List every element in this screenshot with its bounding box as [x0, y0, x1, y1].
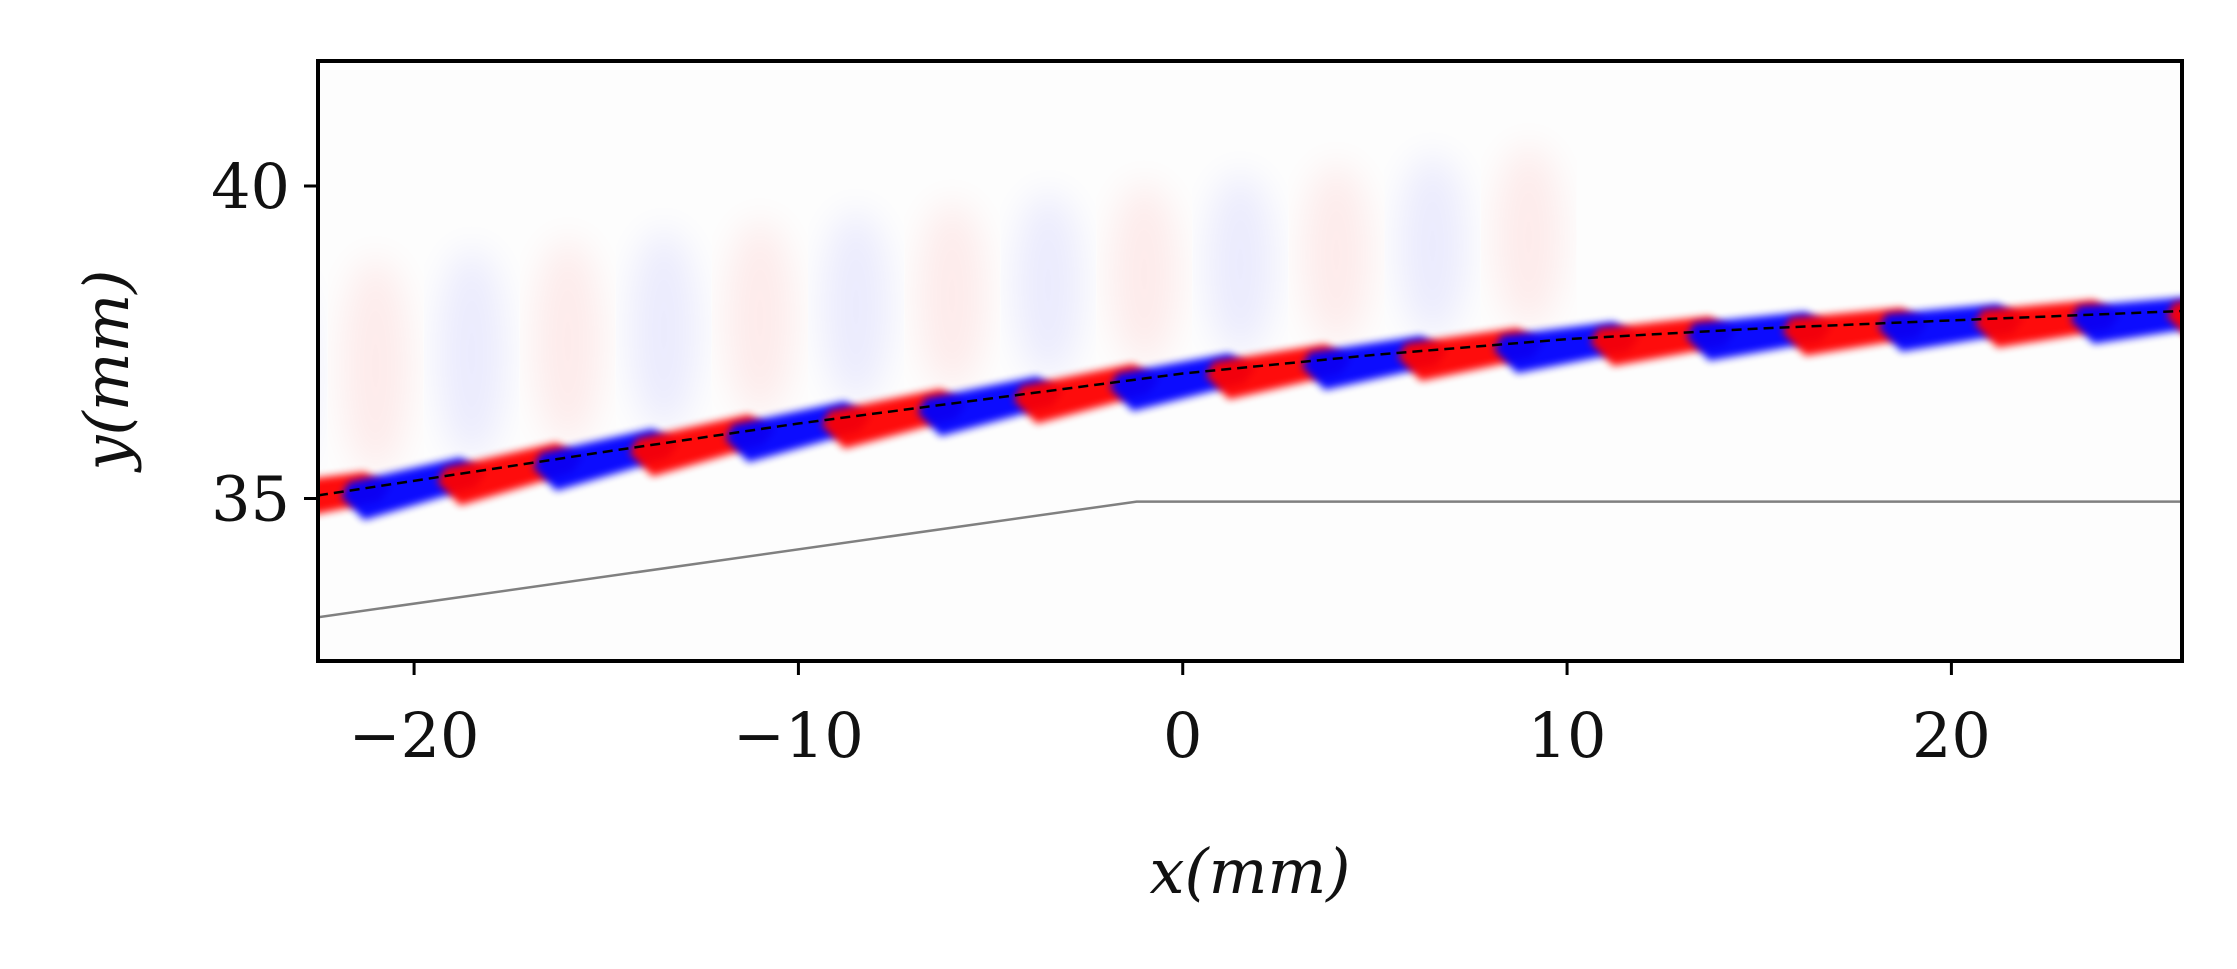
faint-lobe [1206, 172, 1275, 356]
faint-lobe [533, 238, 602, 445]
faint-lobe [725, 219, 794, 417]
plot-frame [316, 59, 2184, 663]
positive-streak [2166, 301, 2182, 332]
wall-layer [318, 500, 2182, 619]
x-tick-label: −20 [349, 699, 480, 772]
x-axis: −20 −10 0 10 20 [349, 661, 1991, 772]
faint-lobe [1014, 191, 1083, 379]
y-axis: 35 40 [211, 150, 318, 536]
faint-lobe [629, 229, 698, 431]
faint-lobe [918, 201, 987, 391]
x-tick-label: 10 [1528, 699, 1607, 772]
dashed-centerline [318, 309, 2182, 497]
faint-lobe [437, 247, 506, 460]
faint-lobe [1398, 154, 1467, 338]
x-tick-label: 20 [1912, 699, 1991, 772]
faint-lobe [341, 257, 410, 475]
faint-lobe [1494, 144, 1563, 330]
y-tick-label: 35 [211, 463, 290, 536]
centerline-layer [318, 309, 2182, 497]
faint-lobe [1302, 163, 1371, 346]
x-axis-label: x(mm) [1150, 835, 1351, 908]
wave-field [246, 144, 2182, 520]
faint-lobe [822, 210, 891, 404]
y-axis-label: y(mm) [70, 270, 143, 474]
faint-lobe [246, 267, 314, 483]
y-tick-label: 40 [211, 150, 290, 223]
wall-line [318, 500, 2182, 619]
faint-lobe [1110, 182, 1179, 366]
x-tick-label: −10 [733, 699, 864, 772]
negative-streak [2070, 297, 2182, 344]
x-tick-label: 0 [1163, 699, 1202, 772]
